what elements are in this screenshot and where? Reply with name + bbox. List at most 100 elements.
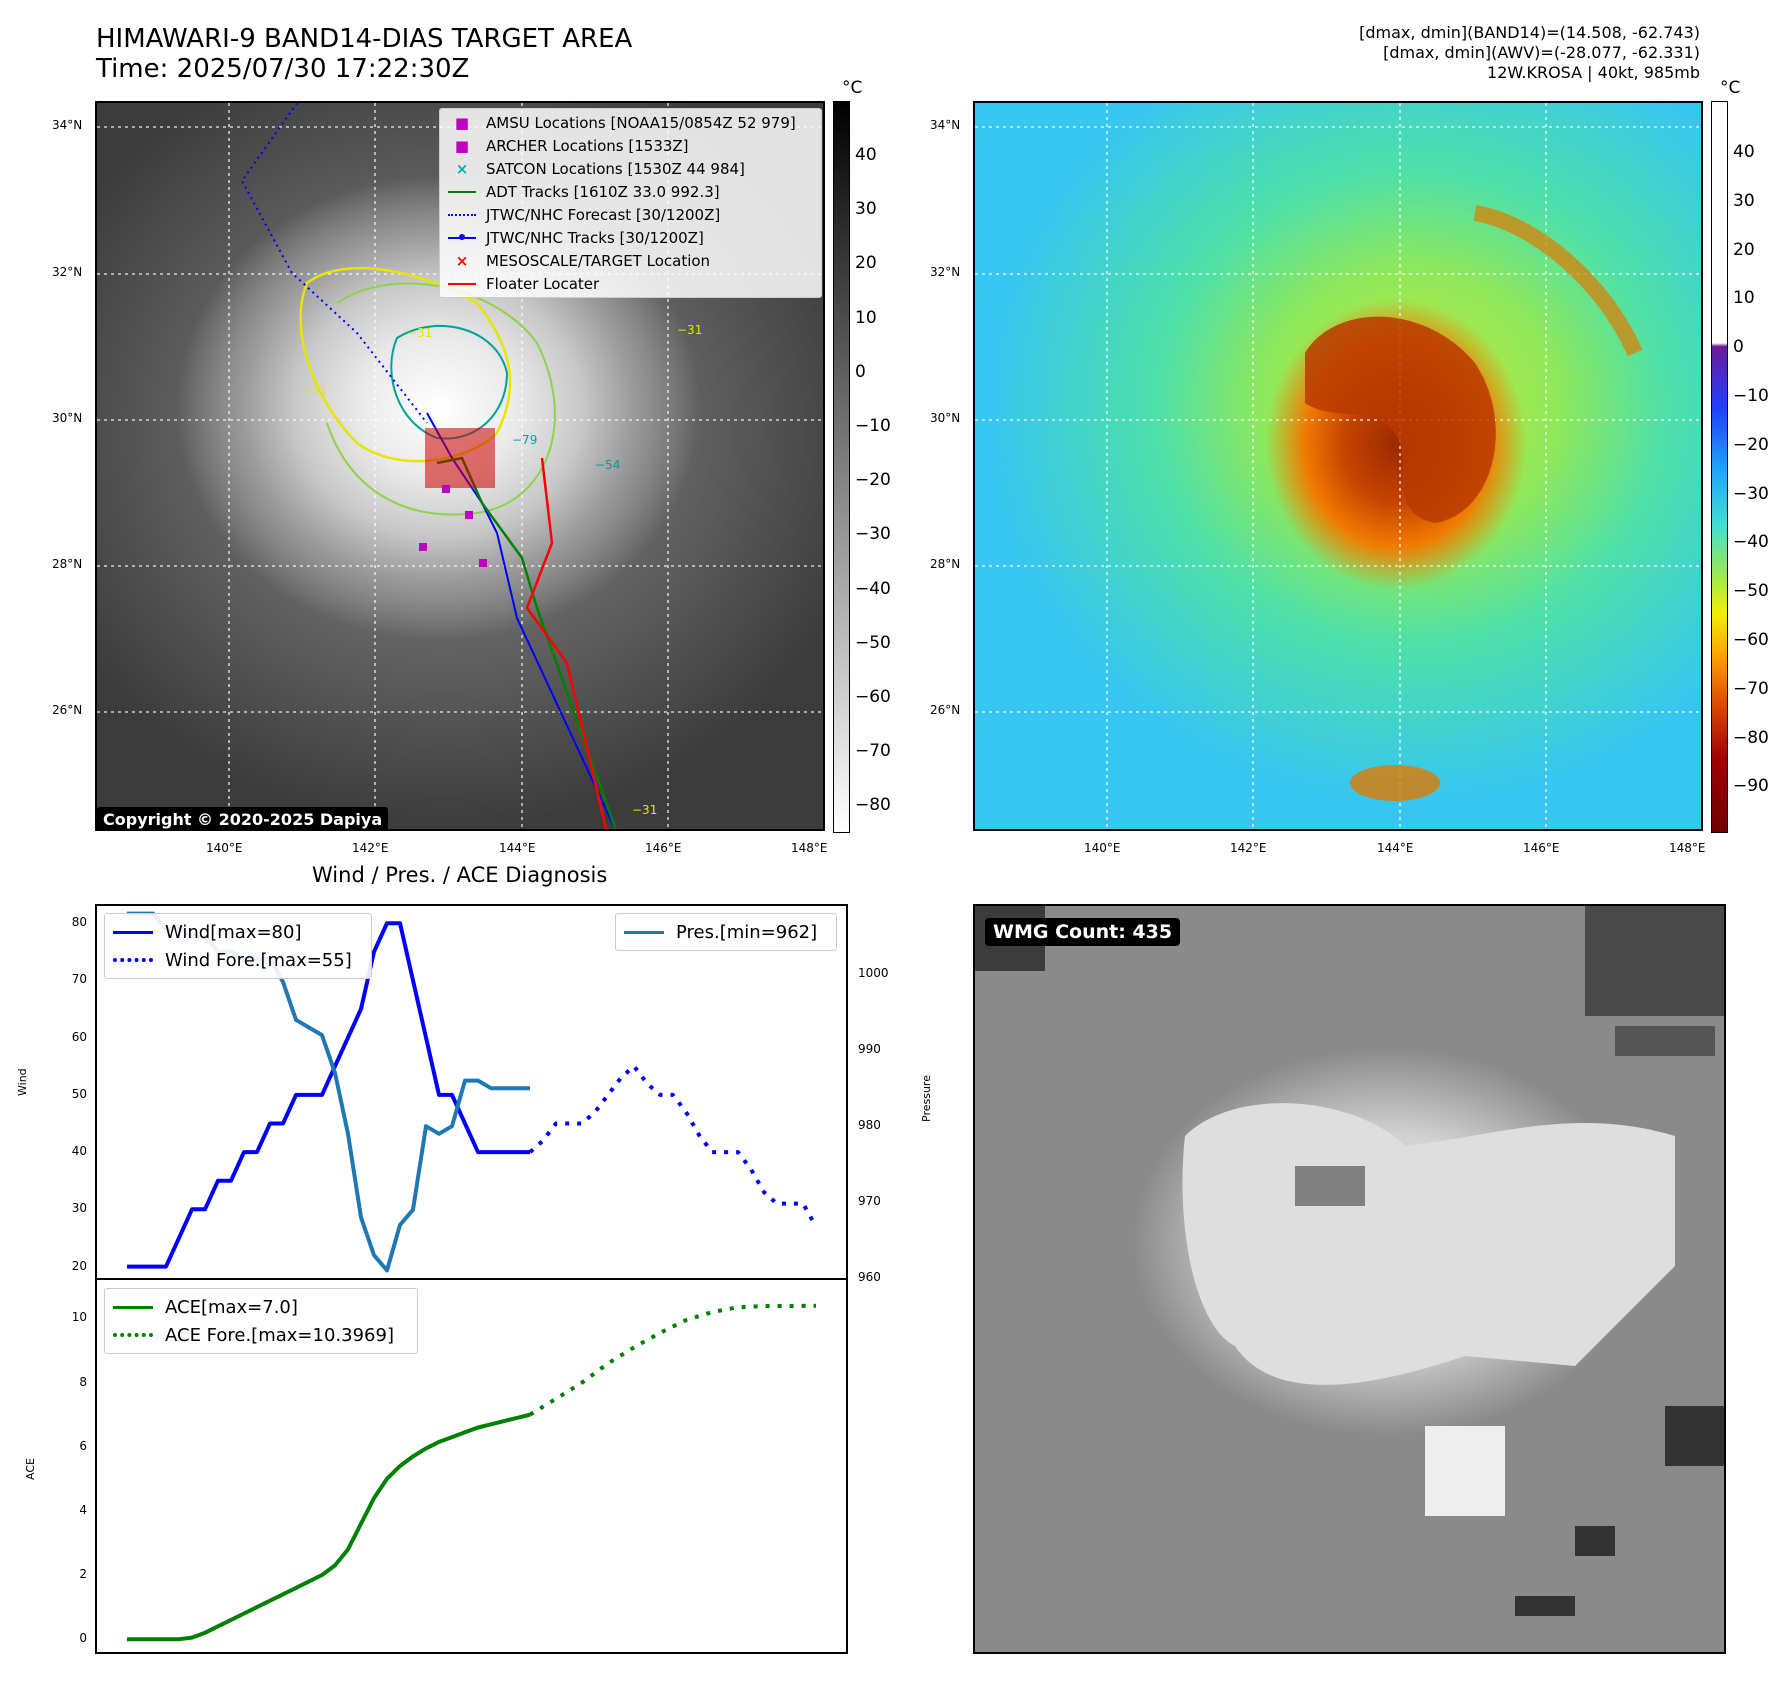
legend-item-amsu: ■ AMSU Locations [NOAA15/0854Z 52 979] [448, 112, 796, 134]
ir-contour-teal [390, 324, 509, 440]
legend-item-adt: ADT Tracks [1610Z 33.0 992.3] [448, 181, 720, 203]
ir-colorbar-tick-label: −70 [855, 741, 891, 762]
ir-lon-tick: 144°E [499, 841, 536, 855]
ir-forecast-track [240, 103, 428, 424]
ir-lat-tick: 34°N [52, 118, 83, 132]
awv-colorbar-unit: °C [1720, 78, 1741, 98]
pressure-legend: Pres.[min=962] [615, 913, 837, 951]
awv-colorbar-tick-label: −50 [1733, 581, 1769, 602]
ir-colorbar-tick-label: −30 [855, 524, 891, 545]
awv-colorbar [1711, 101, 1728, 833]
legend-item-wind-forecast: Wind Fore.[max=55] [113, 947, 352, 973]
figure-title-line2: Time: 2025/07/30 17:22:30Z [96, 54, 470, 84]
copyright-badge: Copyright © 2020-2025 Dapiya [97, 807, 389, 829]
ace-legend: ACE[max=7.0] ACE Fore.[max=10.3969] [104, 1288, 418, 1354]
ir-colorbar [833, 101, 850, 833]
awv-core-dry [1305, 316, 1496, 523]
awv-lon-tick: 146°E [1523, 841, 1560, 855]
awv-colorbar-tick-label: 30 [1733, 190, 1755, 211]
awv-lon-tick: 148°E [1669, 841, 1706, 855]
ir-lon-tick: 142°E [352, 841, 389, 855]
awv-south-cell [1350, 765, 1440, 801]
ir-colorbar-tick-label: 30 [855, 199, 877, 220]
ir-map-panel: −31 −31 −31 −79 −54 −31 ■ AMSU Locations … [95, 101, 825, 831]
awv-map-panel [973, 101, 1703, 831]
ace-y-tick-label: 8 [79, 1374, 87, 1389]
ir-lat-tick: 30°N [52, 411, 83, 425]
ir-colorbar-tick-label: 40 [855, 145, 877, 165]
awv-lon-tick: 142°E [1230, 841, 1267, 855]
wind-y-tick-label: 40 [71, 1144, 87, 1159]
ace-y-tick-label: 10 [71, 1310, 87, 1325]
wmg-bright-region [1182, 1103, 1675, 1385]
legend-item-jtwc-forecast: JTWC/NHC Forecast [30/1200Z] [448, 204, 720, 226]
ir-contour-yellow [299, 266, 512, 463]
wind-y-tick-label: 30 [71, 1201, 87, 1216]
legend-item-ace: ACE[max=7.0] [113, 1294, 298, 1320]
x-marker-icon: × [455, 160, 469, 178]
square-marker-icon: ■ [454, 114, 470, 132]
ir-contour-label-5: −54 [595, 458, 621, 472]
awv-colorbar-tick-label: −30 [1733, 483, 1769, 504]
solid-line-icon [113, 930, 153, 934]
ir-lat-tick: 28°N [52, 557, 83, 571]
legend-item-wind: Wind[max=80] [113, 919, 302, 945]
awv-lat-tick: 26°N [930, 703, 961, 717]
ace-y-tick-label: 6 [79, 1438, 87, 1453]
series-line-1 [528, 1064, 818, 1228]
pressure-y-tick-label: 960 [858, 1270, 881, 1284]
legend-item-satcon: × SATCON Locations [1530Z 44 984] [448, 158, 745, 180]
ir-colorbar-unit: °C [842, 78, 863, 98]
awv-lon-tick: 140°E [1084, 841, 1121, 855]
wind-y-tick-label: 80 [71, 915, 87, 930]
wmg-count-badge: WMG Count: 435 [985, 918, 1181, 946]
awv-lat-tick: 34°N [930, 118, 961, 132]
awv-colorbar-tick-label: −10 [1733, 386, 1769, 406]
ir-colorbar-tick-label: −10 [855, 416, 891, 436]
wind-axis-label: Wind [16, 1068, 29, 1096]
awv-lat-tick: 30°N [930, 411, 961, 425]
ir-amsu-archer-markers [419, 485, 487, 567]
pressure-y-tick-label: 1000 [858, 966, 889, 981]
wind-legend: Wind[max=80] Wind Fore.[max=55] [104, 913, 372, 979]
ir-lon-tick: 146°E [645, 841, 682, 855]
ace-y-tick-label: 2 [79, 1567, 87, 1582]
ir-colorbar-tick-label: −50 [855, 632, 891, 653]
awv-colorbar-tick-label: 40 [1733, 142, 1755, 162]
awv-map-overlay [975, 103, 1701, 829]
info-line1: [dmax, dmin](BAND14)=(14.508, -62.743) [1359, 23, 1700, 42]
pressure-y-tick-label: 990 [858, 1042, 881, 1057]
legend-item-pressure: Pres.[min=962] [624, 919, 817, 945]
awv-colorbar-tick-label: 10 [1733, 288, 1755, 309]
awv-colorbar-tick-label: −70 [1733, 678, 1769, 699]
line-dot-marker-icon [448, 234, 476, 240]
ir-contour-label-2: −31 [302, 383, 328, 397]
ir-contour-label-3: −31 [632, 803, 658, 817]
awv-colorbar-tick-label: −80 [1733, 727, 1769, 748]
wind-y-tick-label: 60 [71, 1029, 87, 1044]
pressure-y-tick-label: 980 [858, 1118, 881, 1133]
ir-lat-tick: 26°N [52, 703, 83, 717]
series-line-0 [127, 1412, 531, 1642]
diagnosis-chart-title: Wind / Pres. / ACE Diagnosis [312, 863, 608, 887]
series-line-1 [528, 1303, 817, 1417]
pressure-axis-label: Pressure [920, 1075, 933, 1122]
ir-contour-label-6: −31 [677, 323, 703, 337]
legend-item-floater: Floater Locater [448, 273, 599, 295]
awv-colorbar-tick-label: −40 [1733, 532, 1769, 553]
ace-axis-label: ACE [24, 1458, 37, 1480]
line-marker-icon [448, 191, 476, 193]
awv-gridlines [975, 103, 1701, 829]
x-marker-icon: × [455, 252, 469, 270]
solid-line-icon [113, 1305, 153, 1309]
square-marker-icon: ■ [454, 137, 470, 155]
awv-colorbar-tick-label: 20 [1733, 239, 1755, 260]
legend-item-ace-forecast: ACE Fore.[max=10.3969] [113, 1322, 394, 1348]
ir-colorbar-tick-label: −40 [855, 578, 891, 599]
info-line3: 12W.KROSA | 40kt, 985mb [1487, 63, 1700, 82]
ir-contour-label-4: −79 [512, 433, 538, 447]
solid-line-icon [624, 930, 664, 934]
ir-floater-locater [525, 457, 608, 829]
ir-lon-tick: 148°E [791, 841, 828, 855]
wind-y-tick-label: 50 [71, 1086, 87, 1101]
